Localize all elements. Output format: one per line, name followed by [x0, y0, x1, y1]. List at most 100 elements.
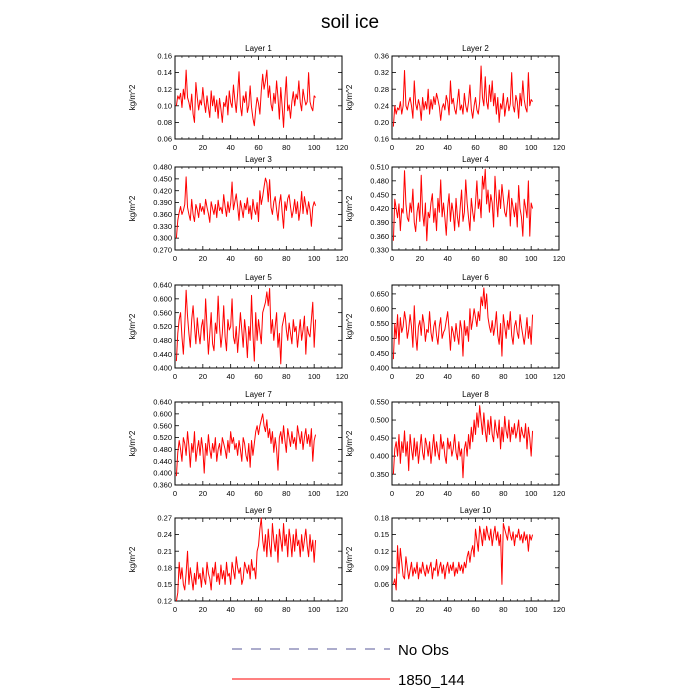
layer-7-series-line [175, 413, 317, 477]
layer-4-ytick-label: 0.330 [370, 246, 389, 255]
panels: Layer 1 kg/m^2 0 20 40 60 80 100 120 0.06 0.08 0.10… [128, 44, 565, 614]
layer-7-ytick-label: 0.480 [153, 445, 172, 454]
layer-3-ytick-label: 0.480 [153, 163, 172, 172]
layer-4-series-line [392, 168, 534, 242]
layer-2-title: Layer 2 [462, 44, 489, 53]
layer-1-xtick-label: 20 [199, 143, 207, 152]
layer-6-xtick-label: 120 [553, 372, 566, 381]
layer-5-ylabel: kg/m^2 [128, 313, 137, 339]
layer-7-xtick-label: 60 [254, 489, 262, 498]
layer-1-ytick-label: 0.10 [157, 101, 172, 110]
layer-3-ylabel: kg/m^2 [128, 195, 137, 221]
layer-7-ylabel: kg/m^2 [128, 430, 137, 456]
layer-7-ytick-label: 0.440 [153, 457, 172, 466]
layer-9-xtick-label: 40 [226, 605, 234, 614]
legend-item-1850-144: 1850_144 [232, 672, 465, 689]
layer-3-xtick-label: 80 [282, 254, 290, 263]
layer-6-ytick-label: 0.600 [370, 304, 389, 313]
layer-4-xtick-label: 60 [471, 254, 479, 263]
layer-5-ytick-label: 0.400 [153, 364, 172, 373]
legend-label-no-obs: No Obs [398, 642, 449, 659]
layer-5-xtick-label: 60 [254, 372, 262, 381]
layer-3-ytick-label: 0.330 [153, 222, 172, 231]
layer-9-title: Layer 9 [245, 506, 272, 515]
layer-6-title: Layer 6 [462, 273, 489, 282]
layer-7-ytick-label: 0.520 [153, 433, 172, 442]
layer-4-ylabel: kg/m^2 [345, 195, 354, 221]
layer-8-ytick-label: 0.400 [370, 452, 389, 461]
layer-1-ytick-label: 0.16 [157, 52, 172, 61]
layer-6-xtick-label: 40 [443, 372, 451, 381]
layer-7-xtick-label: 0 [173, 489, 177, 498]
layer-7-xtick-label: 120 [336, 489, 349, 498]
layer-4-ytick-label: 0.480 [370, 176, 389, 185]
layer-8-title: Layer 8 [462, 390, 489, 399]
layer-4-xtick-label: 80 [499, 254, 507, 263]
layer-3-ytick-label: 0.450 [153, 174, 172, 183]
layer-2-xtick-label: 80 [499, 143, 507, 152]
layer-4-xtick-label: 20 [416, 254, 424, 263]
layer-10-xtick-label: 60 [471, 605, 479, 614]
layer-9-ylabel: kg/m^2 [128, 546, 137, 572]
layer-1-ytick-label: 0.14 [157, 68, 172, 77]
layer-9-xtick-label: 120 [336, 605, 349, 614]
layer-6-xtick-label: 60 [471, 372, 479, 381]
layer-8-xtick-label: 60 [471, 489, 479, 498]
layer-3-xtick-label: 100 [308, 254, 321, 263]
layer-5-ytick-label: 0.600 [153, 294, 172, 303]
layer-4-ytick-label: 0.420 [370, 204, 389, 213]
layer-8-series-line [392, 405, 534, 479]
layer-9-xtick-label: 100 [308, 605, 321, 614]
layer-6-ytick-label: 0.400 [370, 364, 389, 373]
layer-3-xtick-label: 20 [199, 254, 207, 263]
layer-2-ylabel: kg/m^2 [345, 84, 354, 110]
layer-2-series-line [392, 65, 533, 127]
layer-7-title: Layer 7 [245, 390, 272, 399]
layer-6-xtick-label: 20 [416, 372, 424, 381]
panel-layer-2: Layer 2 kg/m^2 0 20 40 60 80 100 120 0.16 0.20 0.24… [345, 44, 565, 152]
layer-2-ytick-label: 0.32 [374, 68, 389, 77]
layer-1-ytick-label: 0.06 [157, 135, 172, 144]
panel-layer-9: Layer 9 kg/m^2 0 20 40 60 80 100 120 0.12 0.15 0.18… [128, 506, 348, 614]
layer-9-xtick-label: 60 [254, 605, 262, 614]
layer-8-xtick-label: 100 [525, 489, 538, 498]
layer-3-ytick-label: 0.420 [153, 186, 172, 195]
layer-2-xtick-label: 100 [525, 143, 538, 152]
layer-10-ylabel: kg/m^2 [345, 546, 354, 572]
layer-7-ytick-label: 0.600 [153, 409, 172, 418]
layer-3-xtick-label: 120 [336, 254, 349, 263]
layer-9-ytick-label: 0.24 [157, 530, 172, 539]
layer-10-xtick-label: 20 [416, 605, 424, 614]
layer-1-xtick-label: 40 [226, 143, 234, 152]
layer-8-xtick-label: 80 [499, 489, 507, 498]
layer-7-ytick-label: 0.640 [153, 398, 172, 407]
layer-10-title: Layer 10 [460, 506, 492, 515]
layer-8-ytick-label: 0.450 [370, 434, 389, 443]
layer-5-xtick-label: 120 [336, 372, 349, 381]
layer-5-ytick-label: 0.640 [153, 281, 172, 290]
figure-title: soil ice [321, 12, 379, 33]
layer-7-xtick-label: 40 [226, 489, 234, 498]
layer-5-xtick-label: 100 [308, 372, 321, 381]
layer-4-xtick-label: 40 [443, 254, 451, 263]
layer-2-xtick-label: 40 [443, 143, 451, 152]
layer-6-ytick-label: 0.550 [370, 319, 389, 328]
legend-label-1850-144: 1850_144 [398, 672, 465, 689]
layer-8-xtick-label: 40 [443, 489, 451, 498]
layer-2-ytick-label: 0.36 [374, 52, 389, 61]
layer-4-ytick-label: 0.390 [370, 218, 389, 227]
layer-8-ylabel: kg/m^2 [345, 430, 354, 456]
layer-6-series-line [392, 287, 534, 360]
layer-4-ytick-label: 0.360 [370, 232, 389, 241]
layer-1-series-line [175, 69, 316, 128]
layer-10-ytick-label: 0.15 [374, 530, 389, 539]
layer-4-xtick-label: 100 [525, 254, 538, 263]
layer-5-ytick-label: 0.480 [153, 336, 172, 345]
layer-5-xtick-label: 80 [282, 372, 290, 381]
layer-9-xtick-label: 0 [173, 605, 177, 614]
layer-10-xtick-label: 100 [525, 605, 538, 614]
layer-5-xtick-label: 0 [173, 372, 177, 381]
layer-6-ytick-label: 0.500 [370, 334, 389, 343]
panel-layer-8: Layer 8 kg/m^2 0 20 40 60 80 100 120 0.350 0.400 0.… [345, 390, 565, 498]
